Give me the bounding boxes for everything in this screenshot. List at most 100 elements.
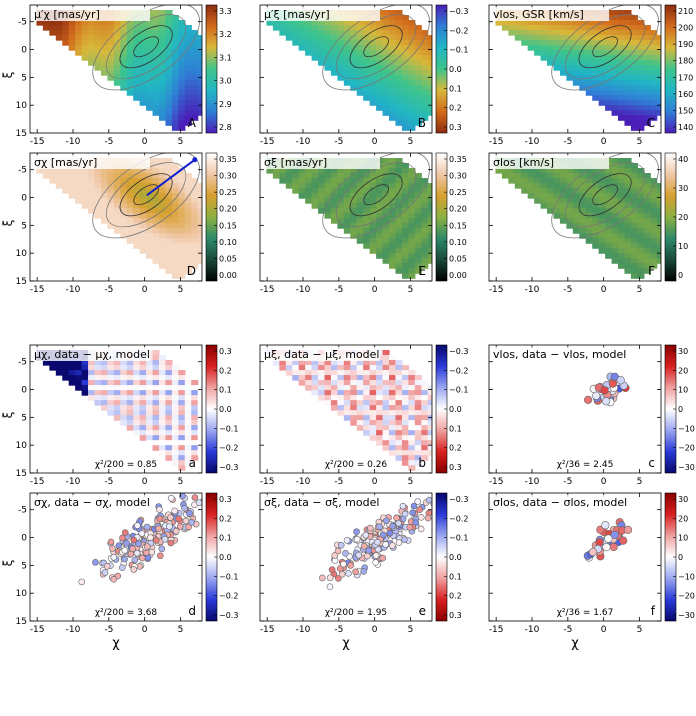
map-cell — [318, 183, 326, 189]
map-cell — [421, 228, 429, 234]
map-cell — [427, 75, 432, 81]
map-cell — [55, 183, 63, 189]
x-tick-label: -15 — [260, 137, 275, 147]
map-cell — [184, 203, 192, 209]
map-cell — [146, 218, 154, 224]
map-cell — [178, 45, 186, 51]
map-cell — [107, 400, 115, 406]
map-cell — [62, 365, 70, 371]
map-cell — [120, 198, 128, 204]
data-point — [362, 531, 370, 539]
map-cell — [171, 75, 179, 81]
map-cell — [414, 105, 422, 111]
colorbar-tick-label: 0.0 — [219, 553, 232, 562]
map-cell — [165, 258, 173, 264]
map-cell — [553, 55, 561, 61]
map-cell — [197, 110, 202, 116]
map-cell — [547, 208, 555, 214]
map-cell — [401, 198, 409, 204]
colorbar-tick-label: 0.15 — [219, 221, 237, 230]
map-cell — [152, 158, 160, 164]
x-tick-label: 5 — [637, 137, 643, 147]
map-cell — [605, 20, 613, 26]
map-cell — [382, 35, 390, 41]
map-cell — [107, 178, 115, 184]
data-point — [123, 539, 131, 547]
map-cell — [656, 50, 661, 56]
map-cell — [126, 410, 134, 416]
map-cell — [133, 85, 141, 91]
map-cell — [650, 258, 658, 264]
map-cell — [369, 193, 377, 199]
map-cell — [559, 188, 567, 194]
map-cell — [159, 430, 167, 436]
map-cell — [382, 168, 390, 174]
map-cell — [624, 248, 632, 254]
map-cell — [178, 258, 186, 264]
map-cell — [272, 25, 280, 31]
map-cell — [337, 370, 345, 376]
map-cell — [146, 60, 154, 66]
map-cell — [178, 455, 186, 461]
map-cell — [146, 405, 154, 411]
axes-frame — [488, 152, 662, 282]
map-cell — [100, 30, 108, 36]
map-cell — [363, 228, 371, 234]
map-cell — [279, 25, 287, 31]
map-cell — [572, 50, 580, 56]
map-cell — [369, 420, 377, 426]
map-cell — [395, 425, 403, 431]
map-cell — [197, 430, 202, 436]
map-cell — [62, 360, 70, 366]
map-cell — [197, 198, 202, 204]
plot-area — [266, 350, 432, 471]
map-cell — [421, 100, 429, 106]
map-cell — [191, 445, 199, 451]
map-cell — [146, 75, 154, 81]
map-cell — [330, 65, 338, 71]
map-cell — [572, 65, 580, 71]
map-cell — [55, 370, 63, 376]
map-cell — [88, 203, 96, 209]
map-cell — [650, 65, 658, 71]
map-cell — [178, 203, 186, 209]
map-cell — [113, 50, 121, 56]
map-cell — [285, 360, 293, 366]
density-contour — [322, 5, 430, 91]
map-cell — [598, 85, 606, 91]
map-cell — [585, 60, 593, 66]
map-cell — [356, 420, 364, 426]
map-cell — [191, 40, 199, 46]
map-cell — [100, 405, 108, 411]
map-cell — [401, 15, 409, 21]
map-cell — [408, 115, 416, 121]
map-cell — [389, 110, 397, 116]
map-cell — [350, 380, 358, 386]
map-cell — [382, 163, 390, 169]
map-cell — [100, 360, 108, 366]
map-cell — [572, 218, 580, 224]
map-cell — [637, 178, 645, 184]
map-cell — [133, 173, 141, 179]
map-cell — [618, 105, 626, 111]
map-cell — [376, 380, 384, 386]
map-cell — [637, 30, 645, 36]
map-cell — [421, 65, 429, 71]
map-cell — [139, 375, 147, 381]
data-point — [610, 530, 619, 540]
map-cell — [324, 178, 332, 184]
map-cell — [88, 375, 96, 381]
y-tick-label: 5 — [21, 73, 27, 83]
map-cell — [165, 450, 173, 456]
map-cell — [553, 178, 561, 184]
map-cell — [311, 50, 319, 56]
map-cell — [191, 75, 199, 81]
map-cell — [395, 268, 403, 274]
x-tick-label: -10 — [525, 137, 540, 147]
map-cell — [133, 50, 141, 56]
map-cell — [579, 65, 587, 71]
map-cell — [356, 360, 364, 366]
map-cell — [414, 390, 422, 396]
map-cell — [178, 208, 186, 214]
